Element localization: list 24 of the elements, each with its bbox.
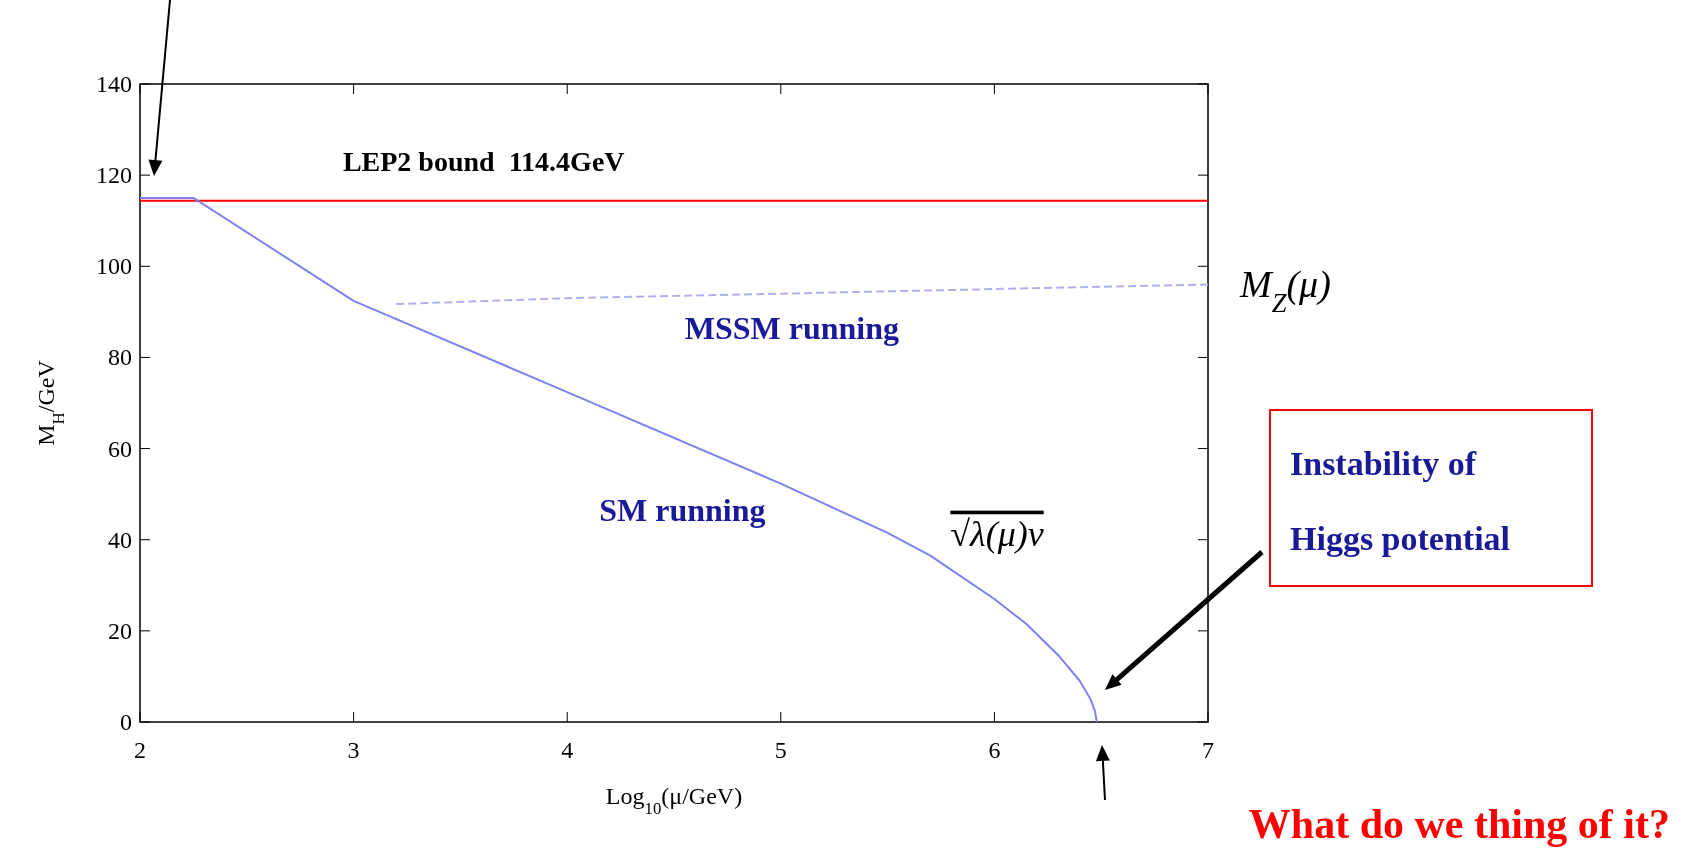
- series-label: MSSM running: [684, 310, 899, 347]
- line-series: [395, 283, 1209, 306]
- y-tick-label: 0: [120, 709, 132, 735]
- series-label: SM running: [599, 492, 766, 529]
- y-tick-label: 100: [96, 253, 132, 280]
- y-tick-label: 40: [108, 526, 132, 553]
- annotation: √λ(μ)v: [950, 513, 1044, 554]
- y-tick-label: 20: [108, 617, 132, 644]
- y-tick-label: 80: [108, 344, 132, 371]
- y-tick-label: 120: [96, 162, 132, 189]
- line-series: [139, 196, 1098, 723]
- ref-line-label: LEP2 bound 114.4GeV: [342, 145, 625, 177]
- y-tick-label: 60: [108, 435, 132, 462]
- annotation: M$_{Z}$(μ): [1239, 262, 1331, 318]
- y-tick-label: 140: [96, 71, 132, 97]
- text: Instability of Higgs potential: [1290, 445, 1511, 557]
- x-tick-label: 5: [774, 737, 787, 763]
- x-axis-title: Log$_{10}$(μ/GeV): [605, 783, 743, 818]
- x-tick-label: 2: [134, 737, 146, 763]
- x-tick-label: 7: [1202, 737, 1214, 763]
- x-tick-label: 6: [988, 737, 1001, 763]
- text: What do we thing of it?: [1248, 801, 1670, 847]
- x-tick-label: 3: [347, 737, 360, 763]
- x-tick-label: 4: [561, 737, 574, 763]
